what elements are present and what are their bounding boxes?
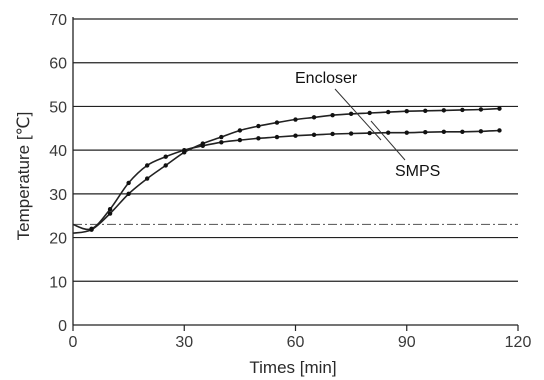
series-point-smps [497,128,502,133]
series-point-encloser [237,128,243,133]
series-point-encloser [423,108,428,114]
series-point-smps [441,129,447,134]
series-point-smps [423,130,428,135]
series-point-encloser [330,112,335,118]
series-point-encloser [497,106,502,111]
series-point-encloser [274,120,280,125]
series-point-encloser [460,107,465,113]
series-point-smps [144,163,150,168]
y-tick-label-30: 30 [49,187,67,204]
series-point-smps [311,132,317,138]
series-point-smps [200,143,205,148]
x-tick-label-90: 90 [398,334,416,351]
x-tick-label-60: 60 [287,334,305,351]
series-point-smps [348,131,354,136]
series-point-smps [219,140,224,145]
series-point-encloser [441,108,447,113]
series-point-smps [89,226,94,232]
y-tick-label-20: 20 [49,231,67,248]
y-tick-label-50: 50 [49,99,67,116]
y-tick-label-10: 10 [49,274,67,291]
series-point-smps [404,130,409,135]
x-axis-title: Times [min] [249,358,336,377]
tick-labels: 0 10 20 30 40 50 60 70 0 30 60 90 120 [49,12,531,351]
grid [73,18,518,282]
series-point-encloser [163,163,168,168]
series-point-encloser [219,134,224,140]
annotation-leader-encloser [334,88,382,141]
annotation-encloser: Encloser [295,70,358,87]
annotations: Encloser SMPS [295,70,440,180]
series-point-encloser [311,115,317,120]
y-tick-label-40: 40 [49,143,67,160]
y-axis-title: Temperature [℃] [14,112,33,241]
series-point-smps [182,147,187,153]
series-point-smps [237,137,243,143]
series-point-smps [107,206,113,212]
annotation-smps: SMPS [395,163,440,180]
series-point-smps [330,131,335,137]
annotation-leader-smps [370,120,406,161]
series-point-smps [256,136,261,141]
series-point-encloser [478,107,484,112]
series-point-smps [478,129,484,134]
y-tick-label-0: 0 [58,318,67,335]
series-point-encloser [126,191,131,197]
series-point-smps [274,134,280,140]
axes [72,17,519,331]
series-point-encloser [404,109,409,114]
series-point-encloser [367,110,372,116]
y-tick-label-70: 70 [49,12,67,29]
x-tick-label-120: 120 [505,334,532,351]
y-tick-label-60: 60 [49,56,67,73]
series-group [72,106,502,234]
series-point-smps [367,130,372,136]
series-point-smps [386,130,391,135]
series-point-encloser [386,109,391,115]
series-point-encloser [107,211,113,216]
series-point-smps [163,154,168,159]
series-point-encloser [293,117,298,122]
series-point-encloser [348,111,354,117]
series-point-encloser [144,176,150,181]
series-point-encloser [256,123,261,129]
x-tick-label-30: 30 [175,334,193,351]
series-point-smps [460,129,465,134]
series-point-smps [293,133,298,138]
x-tick-label-0: 0 [69,334,78,351]
series-point-smps [126,180,131,186]
